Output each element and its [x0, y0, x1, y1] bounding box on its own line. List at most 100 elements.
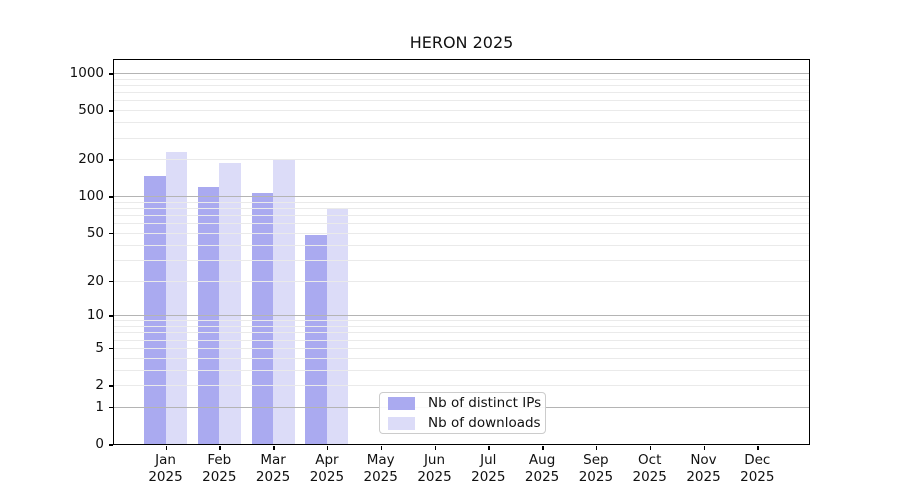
x-tick-year: 2025: [632, 469, 667, 485]
y-tick-label: 2: [95, 377, 104, 393]
gridline-minor: [114, 332, 809, 334]
x-tick-month: Aug: [528, 452, 556, 468]
x-tick-label: Aug 2025: [507, 452, 577, 486]
bar-distinct-ips: [251, 193, 274, 444]
x-tick-label: Dec 2025: [722, 452, 792, 486]
gridline-minor: [114, 320, 809, 322]
x-tick-mark: [165, 446, 167, 450]
x-tick-month: Jan: [155, 452, 176, 468]
x-tick-year: 2025: [148, 469, 183, 485]
x-tick-year: 2025: [471, 469, 506, 485]
y-tick-label: 0: [95, 436, 104, 452]
x-tick-mark: [703, 446, 705, 450]
gridline-minor: [114, 244, 809, 246]
x-tick-year: 2025: [255, 469, 291, 485]
x-tick-label: Apr 2025: [292, 452, 362, 486]
x-tick-year: 2025: [202, 469, 237, 485]
y-tick-mark: [109, 73, 113, 75]
x-tick-month: Mar: [260, 452, 286, 468]
gridline-minor: [114, 122, 809, 124]
legend-swatch: [388, 416, 415, 430]
gridline-minor: [114, 215, 809, 217]
bar-distinct-ips: [144, 176, 166, 444]
x-tick-mark: [542, 446, 544, 450]
gridline-minor: [114, 259, 809, 261]
y-tick-mark: [109, 385, 113, 387]
x-tick-month: Nov: [690, 452, 717, 468]
gridline-minor: [114, 326, 809, 327]
gridline-minor: [114, 208, 809, 209]
legend-item-distinct-ips: Nb of distinct IPs: [388, 395, 541, 411]
y-tick-mark: [109, 159, 113, 161]
y-tick-label: 500: [78, 102, 104, 119]
legend-item-downloads: Nb of downloads: [388, 415, 541, 431]
x-tick-label: Oct 2025: [615, 452, 685, 486]
gridline-minor: [114, 110, 809, 112]
gridline-minor: [114, 385, 809, 386]
x-tick-year: 2025: [417, 469, 452, 485]
y-tick-mark: [109, 347, 113, 350]
gridline-minor: [114, 159, 809, 161]
x-tick-mark: [434, 446, 436, 450]
y-tick-mark: [109, 444, 113, 446]
x-tick-year: 2025: [524, 469, 560, 485]
gridline-minor: [114, 232, 809, 234]
x-tick-month: May: [366, 452, 395, 468]
legend: Nb of distinct IPs Nb of downloads: [379, 392, 546, 434]
x-tick-month: Oct: [638, 452, 662, 468]
x-tick-mark: [595, 446, 598, 450]
x-tick-year: 2025: [309, 469, 345, 485]
legend-label: Nb of downloads: [428, 415, 541, 431]
gridline-minor: [114, 339, 809, 341]
x-tick-year: 2025: [363, 469, 398, 485]
x-tick-mark: [757, 446, 759, 450]
y-tick-mark: [109, 280, 113, 282]
x-tick-year: 2025: [740, 469, 775, 485]
legend-swatch: [388, 396, 415, 410]
gridline-major: [114, 315, 809, 317]
y-tick-label: 5: [95, 339, 104, 356]
gridline-minor: [114, 92, 809, 94]
gridline-minor: [114, 201, 809, 203]
x-tick-month: Apr: [315, 452, 339, 468]
x-tick-mark: [649, 446, 652, 450]
y-tick-label: 200: [78, 151, 104, 168]
x-tick-mark: [273, 446, 275, 450]
y-tick-label: 1000: [69, 65, 104, 81]
bar-downloads: [273, 158, 295, 444]
x-tick-mark: [488, 446, 490, 450]
y-tick-label: 10: [86, 307, 104, 324]
x-tick-label: Jun 2025: [400, 452, 470, 486]
y-tick-mark: [109, 232, 113, 235]
gridline-minor: [114, 223, 809, 225]
x-tick-label: Feb 2025: [184, 452, 254, 486]
x-tick-label: Mar 2025: [238, 452, 308, 486]
x-tick-mark: [219, 446, 221, 450]
x-tick-label: Sep 2025: [561, 452, 631, 486]
y-tick-mark: [109, 315, 113, 317]
gridline-minor: [114, 85, 809, 86]
gridline-minor: [114, 100, 809, 102]
x-tick-month: Jun: [423, 452, 446, 468]
y-tick-label: 20: [86, 272, 104, 289]
gridline-major: [114, 196, 809, 198]
gridline-minor: [114, 347, 809, 349]
gridline-major: [114, 73, 809, 74]
gridline-minor: [114, 357, 809, 359]
x-tick-month: Feb: [207, 452, 232, 468]
x-tick-label: Nov 2025: [669, 452, 739, 486]
x-tick-month: Dec: [744, 452, 771, 468]
plot-area: [113, 59, 810, 445]
y-tick-label: 50: [86, 224, 104, 241]
gridline-minor: [114, 280, 809, 282]
gridline-minor: [114, 78, 809, 80]
x-tick-year: 2025: [578, 469, 614, 485]
gridline-minor: [114, 137, 809, 139]
y-tick-mark: [109, 110, 113, 112]
x-tick-mark: [326, 446, 329, 450]
x-tick-month: Jul: [480, 452, 497, 468]
x-tick-label: Jul 2025: [453, 452, 523, 486]
bar-downloads: [165, 152, 187, 444]
bar-downloads: [219, 163, 241, 444]
